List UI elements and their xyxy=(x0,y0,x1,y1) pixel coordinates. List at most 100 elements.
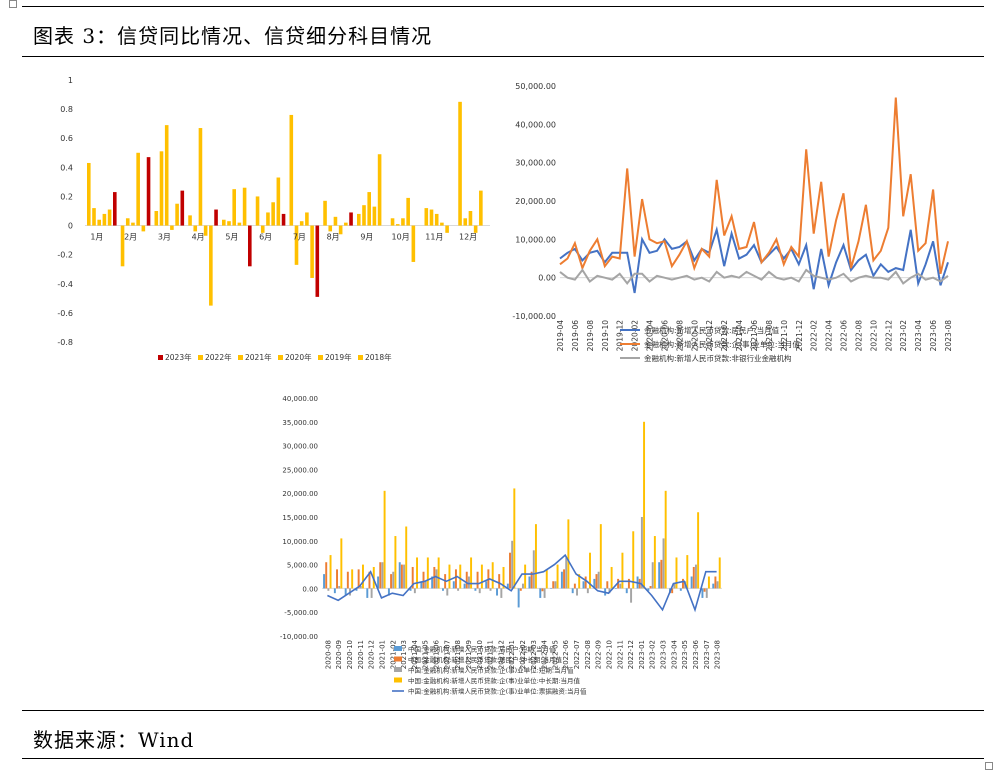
x-tick-label: 2023-02 xyxy=(649,640,657,669)
bar-2021-03 xyxy=(400,564,403,589)
bar-2022-08 xyxy=(586,588,589,594)
category-label: 6月 xyxy=(259,233,272,242)
bar-2021-07 xyxy=(448,564,451,589)
bar-2022-01 xyxy=(513,488,516,589)
bar-2022-05 xyxy=(556,564,559,589)
category-label: 3月 xyxy=(158,233,171,242)
bar-2021-11 xyxy=(489,588,492,591)
bar-2021-04 xyxy=(416,557,418,589)
bar-2021-05 xyxy=(424,581,427,589)
bar-2022-05 xyxy=(554,581,557,589)
x-tick-label: 2021-10 xyxy=(476,640,484,669)
bar-2020年-8月 xyxy=(333,216,338,226)
x-tick-label: 2022-10 xyxy=(605,640,613,669)
bar-2021-09 xyxy=(465,571,468,589)
bar-2021-03 xyxy=(403,564,406,589)
x-tick-label: 2022-12 xyxy=(627,640,635,669)
x-tick-label: 2020-08 xyxy=(675,320,684,352)
y-tick-label: 0.4 xyxy=(60,163,73,172)
x-tick-label: 2022-10 xyxy=(869,320,878,352)
y-tick-label: 0 xyxy=(68,222,73,231)
bar-2019年-2月 xyxy=(136,152,140,226)
x-tick-label: 2021-05 xyxy=(422,640,430,669)
x-tick-label: 2020-11 xyxy=(357,640,365,669)
category-label: 1月 xyxy=(90,233,103,242)
x-tick-label: 2023-08 xyxy=(944,320,953,352)
bar-2021-07 xyxy=(446,588,449,596)
bar-2020-09 xyxy=(338,586,341,589)
bar-2022-10 xyxy=(606,581,609,589)
y-tick-label: 30,000.00 xyxy=(515,159,556,168)
bar-2021-08 xyxy=(459,564,462,589)
legend-label: 中国:金融机构:新增人民币贷款:企(事)业单位:短期:当月值 xyxy=(408,666,574,675)
y-tick-label: 0.8 xyxy=(60,105,73,114)
bar-2019年-5月 xyxy=(237,222,242,226)
y-tick-label: 5,000.00 xyxy=(287,562,318,570)
bar-2023年-5月 xyxy=(248,225,252,267)
y-tick-label: 30,000.00 xyxy=(282,443,318,451)
category-label: 9月 xyxy=(360,233,373,242)
bar-2020-11 xyxy=(355,588,358,591)
bar-2021-04 xyxy=(409,588,412,591)
bar-2023-07 xyxy=(701,588,704,598)
x-tick-label: 2020-02 xyxy=(631,320,640,352)
y-tick-label: -10,000.00 xyxy=(280,633,318,641)
x-tick-label: 2022-09 xyxy=(595,640,603,669)
bar-2021-12 xyxy=(502,566,505,589)
legend-swatch xyxy=(238,355,243,360)
x-tick-label: 2019-10 xyxy=(601,320,610,352)
bar-2020年-9月 xyxy=(367,192,371,226)
bar-2023年-7月 xyxy=(315,225,320,297)
bar-2020-09 xyxy=(336,569,338,589)
bar-2020年-10月 xyxy=(401,218,405,226)
corner-mark-bottom-right xyxy=(985,762,993,770)
bar-2023-06 xyxy=(690,576,693,589)
bar-2019年-8月 xyxy=(338,225,343,235)
x-tick-label: 2019-04 xyxy=(556,320,565,352)
x-tick-label: 2023-04 xyxy=(670,639,678,669)
legend-label: 金融机构:新增人民币贷款:非银行业金融机构 xyxy=(644,353,792,363)
bar-2021年-1月 xyxy=(92,208,96,226)
x-tick-label: 2021-04 xyxy=(411,639,419,669)
bar-2021-03 xyxy=(398,562,401,589)
series-line xyxy=(559,97,949,275)
bar-2022年-9月 xyxy=(357,213,361,226)
y-tick-label: 35,000.00 xyxy=(282,419,318,427)
bar-2023-03 xyxy=(662,538,665,589)
y-tick-label: -10,000.00 xyxy=(512,312,556,321)
bar-2021年-9月 xyxy=(362,205,366,226)
bar-2023-07 xyxy=(703,588,706,592)
bar-2018年-6月 xyxy=(276,177,281,226)
x-tick-label: 2022-02 xyxy=(519,640,527,669)
bar-2021-04 xyxy=(411,566,414,589)
y-tick-label: 20,000.00 xyxy=(282,490,318,498)
bar-2023-08 xyxy=(718,557,721,589)
x-tick-label: 2020-06 xyxy=(660,320,669,352)
bar-2021-10 xyxy=(476,571,479,589)
bar-2020-08 xyxy=(329,555,332,589)
x-tick-label: 2022-12 xyxy=(884,320,893,352)
bar-2019年-9月 xyxy=(372,206,377,226)
bar-2022-03 xyxy=(528,576,531,589)
bar-2023-01 xyxy=(643,421,646,589)
bar-2022-04 xyxy=(539,588,542,598)
bar-2020-11 xyxy=(359,586,362,589)
bar-2021-11 xyxy=(485,581,488,589)
bar-2021-08 xyxy=(454,569,457,589)
x-tick-label: 2020-12 xyxy=(705,320,714,352)
category-label: 7月 xyxy=(293,233,306,242)
bar-2021-05 xyxy=(420,581,423,589)
bar-2023-06 xyxy=(692,566,695,589)
x-tick-label: 2020-10 xyxy=(346,640,354,669)
x-tick-label: 2023-02 xyxy=(899,320,908,352)
bar-2018年-11月 xyxy=(445,225,449,233)
x-tick-label: 2022-08 xyxy=(584,640,592,669)
bar-2022-01 xyxy=(509,552,511,589)
legend-label: 2023年 xyxy=(165,352,192,362)
legend-swatch xyxy=(358,355,363,360)
bar-2020-12 xyxy=(370,588,373,598)
loan-line-chart: 50,000.00 40,000.00 30,000.00 20,000.00 10,0… xyxy=(512,82,953,363)
legend-swatch xyxy=(394,656,402,662)
bar-2023-06 xyxy=(694,564,697,589)
legend-label: 金融机构:新增人民币贷款:居民户:当月值 xyxy=(644,325,780,335)
